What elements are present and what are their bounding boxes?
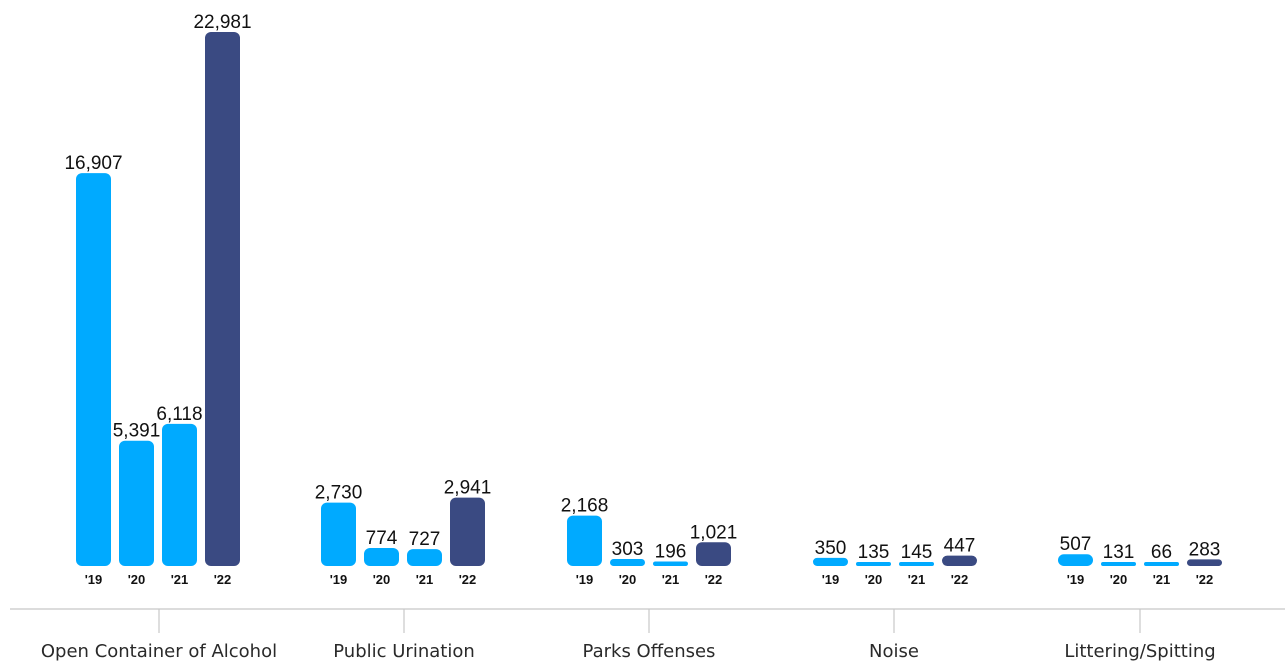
year-label: '19 — [1067, 572, 1085, 587]
bar — [942, 555, 977, 566]
bar — [321, 502, 356, 566]
year-label: '21 — [416, 572, 434, 587]
year-label: '21 — [1153, 572, 1171, 587]
year-label: '19 — [85, 572, 103, 587]
bar-value-label: 1,021 — [690, 522, 738, 543]
bar — [119, 440, 154, 566]
bar-value-label: 66 — [1151, 542, 1172, 563]
bar — [1144, 562, 1179, 566]
bar-value-label: 196 — [655, 541, 687, 562]
year-labels-layer: '19 '20 '21 '22 '19 '20 '21 '22 '19 '20 '21 '22 '19 '… — [85, 572, 1214, 587]
bar-value-label: 350 — [815, 538, 847, 559]
bar — [450, 497, 485, 566]
year-label: '22 — [214, 572, 232, 587]
bar-value-label: 131 — [1103, 542, 1135, 563]
bar-value-label: 303 — [612, 539, 644, 560]
bar — [1187, 559, 1222, 566]
bar — [407, 549, 442, 566]
year-label: '20 — [373, 572, 391, 587]
category-label: Parks Offenses — [583, 641, 716, 662]
bar — [653, 561, 688, 566]
category-labels-layer: Open Container of Alcohol Public Urinatio… — [41, 641, 1216, 662]
bar — [899, 562, 934, 566]
bar-value-label: 145 — [901, 542, 933, 563]
bar-value-label: 135 — [858, 542, 890, 563]
year-label: '19 — [330, 572, 348, 587]
year-label: '22 — [1196, 572, 1214, 587]
bar-value-label: 5,391 — [113, 421, 161, 442]
year-label: '22 — [705, 572, 723, 587]
category-dividers — [158, 609, 1141, 633]
year-label: '21 — [171, 572, 189, 587]
year-label: '20 — [865, 572, 883, 587]
year-label: '20 — [619, 572, 637, 587]
bar — [364, 548, 399, 566]
bar-value-label: 283 — [1189, 539, 1221, 560]
bar-value-label: 727 — [409, 529, 441, 550]
bar-value-label: 507 — [1060, 534, 1092, 555]
category-label: Public Urination — [333, 641, 475, 662]
bar-value-label: 774 — [366, 528, 398, 549]
bar — [610, 558, 645, 566]
bar-value-label: 2,730 — [315, 483, 363, 504]
bar-value-label: 2,941 — [444, 478, 492, 499]
year-label: '20 — [1110, 572, 1128, 587]
bar — [76, 173, 111, 566]
category-label: Open Container of Alcohol — [41, 641, 277, 662]
year-label: '19 — [576, 572, 594, 587]
year-label: '19 — [822, 572, 840, 587]
bar — [1101, 562, 1136, 566]
year-label: '22 — [951, 572, 969, 587]
year-label: '21 — [662, 572, 680, 587]
bar-value-label: 6,118 — [156, 404, 202, 425]
bar — [1058, 554, 1093, 566]
bar — [813, 557, 848, 566]
category-label: Littering/Spitting — [1064, 641, 1215, 662]
year-label: '21 — [908, 572, 926, 587]
category-label: Noise — [869, 641, 919, 662]
bar — [696, 542, 731, 566]
year-label: '22 — [459, 572, 477, 587]
bar — [205, 32, 240, 566]
bar-value-label: 16,907 — [64, 153, 122, 174]
bar-value-label: 2,168 — [561, 496, 609, 517]
bar — [162, 423, 197, 566]
bar-value-label: 22,981 — [193, 12, 251, 33]
bar-value-label: 447 — [944, 536, 976, 557]
bar — [856, 562, 891, 566]
bars-layer — [76, 32, 1222, 566]
year-label: '20 — [128, 572, 146, 587]
bar — [567, 515, 602, 566]
